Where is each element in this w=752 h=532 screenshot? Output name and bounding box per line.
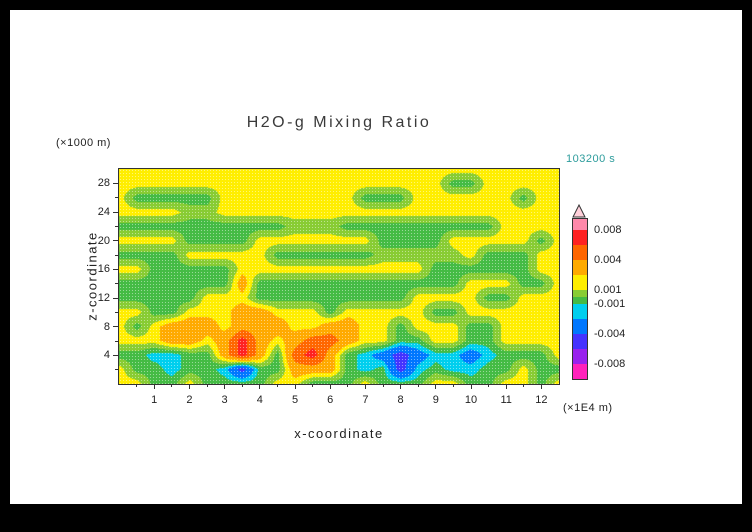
x-minor-tick bbox=[523, 384, 525, 387]
y-major-tick bbox=[113, 326, 118, 328]
x-tick-label: 1 bbox=[151, 394, 158, 406]
x-major-tick bbox=[505, 384, 507, 389]
x-minor-tick bbox=[452, 384, 454, 387]
colorbar bbox=[572, 218, 588, 380]
x-tick-label: 11 bbox=[500, 394, 512, 406]
y-minor-tick bbox=[115, 340, 118, 342]
x-tick-label: 8 bbox=[397, 394, 404, 406]
colorbar-label: 0.008 bbox=[594, 224, 622, 236]
colorbar-segment bbox=[573, 304, 587, 319]
time-label: 103200 s bbox=[566, 153, 616, 165]
colorbar-segment bbox=[573, 260, 587, 275]
y-tick-label: 12 bbox=[97, 292, 110, 304]
y-tick-label: 16 bbox=[97, 263, 110, 276]
colorbar-segment bbox=[573, 230, 587, 245]
x-major-tick bbox=[329, 384, 331, 389]
x-tick-label: 10 bbox=[464, 394, 478, 406]
colorbar-label: -0.001 bbox=[594, 298, 626, 310]
y-major-tick bbox=[113, 211, 118, 213]
y-minor-tick bbox=[115, 225, 118, 227]
colorbar-segment bbox=[573, 245, 587, 260]
x-tick-label: 6 bbox=[327, 394, 334, 406]
x-axis-unit-label: (×1E4 m) bbox=[563, 402, 613, 414]
colorbar-label: -0.004 bbox=[594, 328, 626, 340]
x-minor-tick bbox=[276, 384, 278, 387]
plot-title: H2O-g Mixing Ratio bbox=[246, 114, 432, 131]
x-minor-tick bbox=[241, 384, 243, 387]
colorbar-segment bbox=[573, 275, 587, 290]
x-major-tick bbox=[364, 384, 366, 389]
colorbar-segment bbox=[573, 349, 587, 364]
y-minor-tick bbox=[115, 254, 118, 256]
x-minor-tick bbox=[347, 384, 349, 387]
colorbar-overflow-cap bbox=[572, 204, 586, 218]
x-major-tick bbox=[435, 384, 437, 389]
x-minor-tick bbox=[312, 384, 314, 387]
y-minor-tick bbox=[115, 369, 118, 371]
contour-field-canvas bbox=[119, 169, 559, 384]
y-axis-unit-label: (×1000 m) bbox=[56, 137, 111, 149]
colorbar-label: -0.008 bbox=[594, 358, 626, 370]
y-minor-tick bbox=[115, 311, 118, 313]
y-major-tick bbox=[113, 297, 118, 299]
x-minor-tick bbox=[206, 384, 208, 387]
colorbar-segment bbox=[573, 219, 587, 230]
x-minor-tick bbox=[382, 384, 384, 387]
y-tick-label: 4 bbox=[103, 349, 110, 362]
x-tick-label: 3 bbox=[221, 394, 228, 406]
x-major-tick bbox=[188, 384, 190, 389]
y-tick-label: 20 bbox=[97, 234, 110, 247]
x-major-tick bbox=[259, 384, 261, 389]
y-minor-tick bbox=[115, 283, 118, 285]
x-major-tick bbox=[294, 384, 296, 389]
x-minor-tick bbox=[171, 384, 173, 387]
x-minor-tick bbox=[136, 384, 138, 387]
x-major-tick bbox=[224, 384, 226, 389]
y-major-tick bbox=[113, 240, 118, 242]
colorbar-label: 0.001 bbox=[594, 284, 622, 296]
x-tick-label: 9 bbox=[432, 394, 439, 406]
x-tick-label: 4 bbox=[256, 394, 263, 406]
y-tick-label: 28 bbox=[97, 177, 110, 190]
x-tick-label: 12 bbox=[535, 394, 548, 406]
colorbar-segment bbox=[573, 319, 587, 334]
x-minor-tick bbox=[488, 384, 490, 387]
y-major-tick bbox=[113, 354, 118, 356]
y-major-tick bbox=[113, 182, 118, 184]
contour-plot-frame bbox=[113, 168, 560, 389]
colorbar-segment bbox=[573, 290, 587, 297]
x-axis-title: x-coordinate bbox=[294, 426, 384, 441]
y-tick-label: 24 bbox=[97, 206, 110, 218]
x-tick-label: 2 bbox=[186, 394, 193, 406]
colorbar-segment bbox=[573, 297, 587, 304]
y-minor-tick bbox=[115, 197, 118, 199]
x-major-tick bbox=[470, 384, 472, 389]
y-major-tick bbox=[113, 268, 118, 270]
x-major-tick bbox=[540, 384, 542, 389]
x-minor-tick bbox=[417, 384, 419, 387]
colorbar-label: 0.004 bbox=[594, 254, 622, 266]
colorbar-segment bbox=[573, 334, 587, 349]
x-tick-label: 5 bbox=[291, 394, 299, 406]
y-tick-label: 8 bbox=[103, 320, 110, 333]
plot-page: H2O-g Mixing Ratio (×1000 m) 103200 s z-… bbox=[10, 10, 742, 504]
x-major-tick bbox=[400, 384, 402, 389]
x-tick-label: 7 bbox=[362, 394, 369, 406]
colorbar-segment bbox=[573, 364, 587, 379]
x-major-tick bbox=[153, 384, 155, 389]
